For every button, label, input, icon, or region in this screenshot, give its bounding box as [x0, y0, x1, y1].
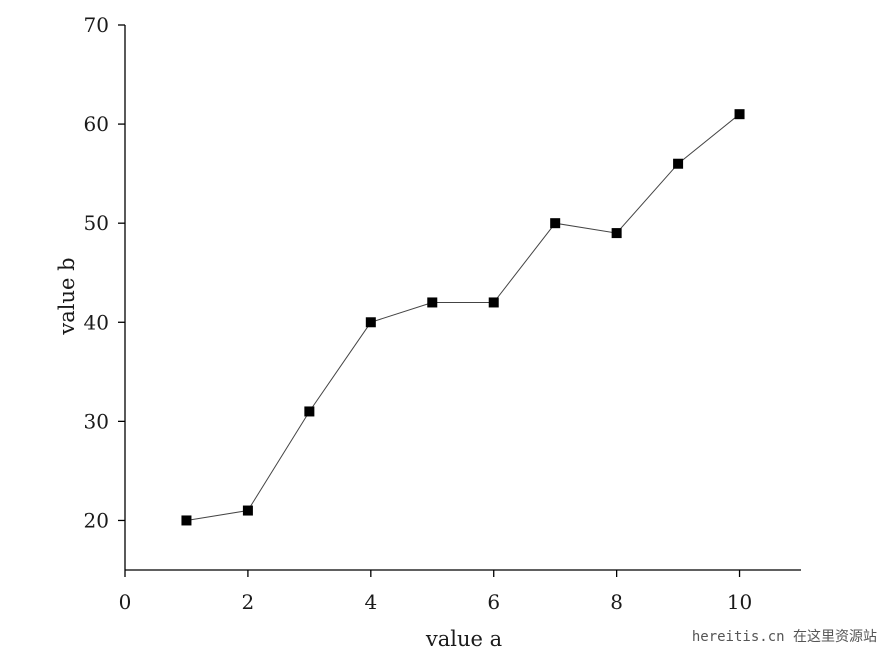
y-ticks: 20 30 40 50 60 70 — [84, 13, 125, 532]
data-point-marker — [427, 297, 438, 308]
y-tick-label: 50 — [84, 211, 109, 235]
series — [181, 109, 745, 526]
watermark-text: hereitis.cn 在这里资源站 — [692, 628, 877, 645]
y-tick-label: 60 — [84, 112, 109, 136]
data-point-marker — [673, 158, 684, 169]
data-point-marker — [550, 218, 561, 229]
data-point-marker — [734, 109, 745, 120]
data-point-marker — [365, 317, 376, 328]
y-tick-label: 70 — [84, 13, 109, 37]
x-tick-label: 4 — [364, 590, 377, 614]
x-tick-label: 8 — [610, 590, 623, 614]
x-tick-label: 2 — [242, 590, 255, 614]
x-ticks: 0 2 4 6 8 10 — [119, 570, 752, 614]
x-tick-label: 6 — [487, 590, 500, 614]
x-axis-label: value a — [425, 627, 502, 651]
axes — [124, 25, 801, 571]
y-tick-label: 30 — [84, 409, 109, 433]
data-point-marker — [304, 406, 315, 417]
data-point-marker — [488, 297, 499, 308]
x-tick-label: 0 — [119, 590, 132, 614]
y-tick-label: 20 — [84, 508, 109, 532]
series-line — [186, 113, 740, 521]
y-axis-label: value b — [55, 257, 79, 335]
y-tick-label: 40 — [84, 310, 109, 334]
data-point-marker — [611, 228, 622, 239]
data-point-marker — [242, 505, 253, 516]
x-tick-label: 10 — [727, 590, 752, 614]
data-point-marker — [181, 515, 192, 526]
